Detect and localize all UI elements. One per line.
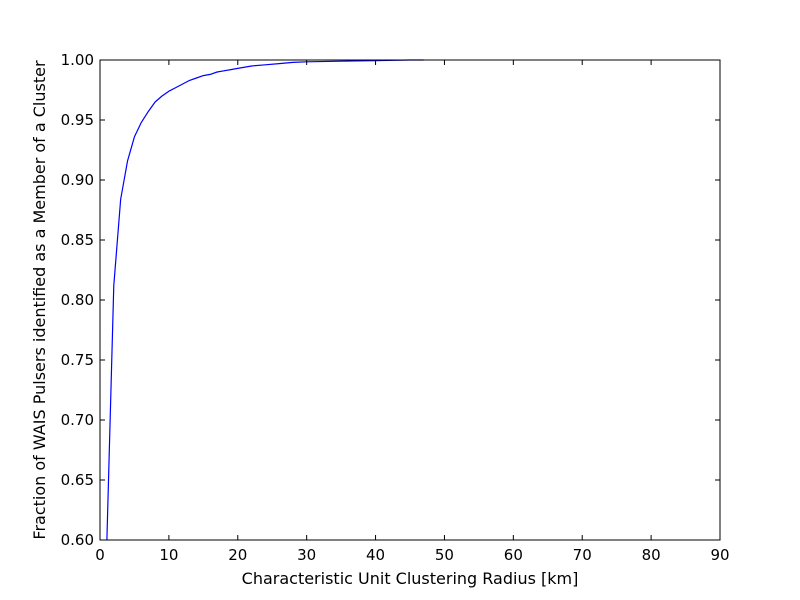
y-tick-label: 0.90 [61, 171, 94, 189]
x-tick-label: 40 [366, 546, 385, 564]
x-tick-label: 70 [573, 546, 592, 564]
series-line [106, 59, 424, 541]
y-tick-label: 0.80 [61, 291, 94, 309]
x-tick-label: 60 [504, 546, 523, 564]
y-tick-label: 0.70 [61, 411, 94, 429]
x-tick-label: 20 [228, 546, 247, 564]
x-tick-label: 90 [710, 546, 729, 564]
x-tick-label: 0 [95, 546, 105, 564]
y-tick-label: 0.75 [61, 351, 94, 369]
x-tick-label: 80 [642, 546, 661, 564]
y-tick-label: 1.00 [61, 51, 94, 69]
y-tick-label: 0.65 [61, 471, 94, 489]
y-axis-label: Fraction of WAIS Pulsers identified as a… [30, 60, 49, 540]
x-tick-label: 30 [297, 546, 316, 564]
x-tick-label: 10 [159, 546, 178, 564]
y-tick-label: 0.95 [61, 111, 94, 129]
tick-layer: 0 10 20 30 40 50 60 70 80 90 0.60 0.65 0.70 0.75 0.80 0… [61, 51, 730, 564]
y-tick-label: 0.85 [61, 231, 94, 249]
x-tick-label: 50 [435, 546, 454, 564]
x-axis-label: Characteristic Unit Clustering Radius [k… [242, 569, 579, 588]
y-tick-label: 0.60 [61, 531, 94, 549]
series-layer [106, 59, 424, 541]
plot-area [100, 60, 720, 540]
